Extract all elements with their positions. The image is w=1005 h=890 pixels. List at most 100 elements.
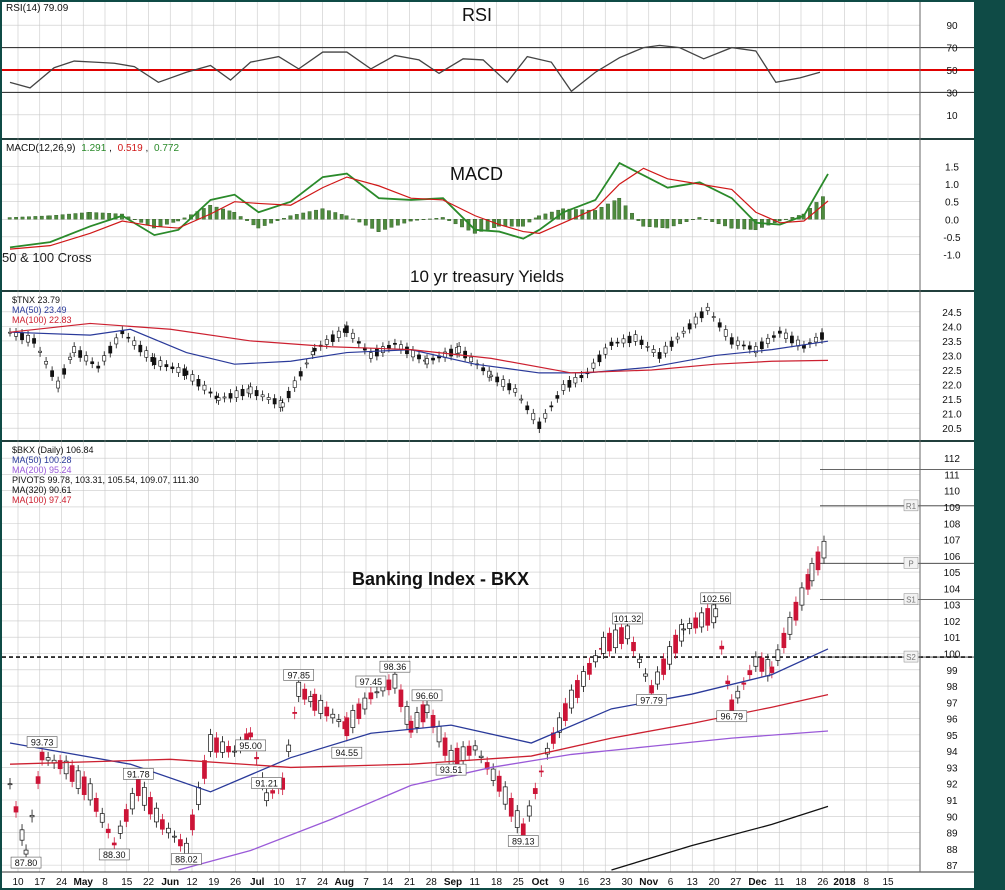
tnx-candle — [501, 379, 506, 387]
tnx-candle — [310, 351, 315, 355]
bkx-candle — [190, 814, 195, 831]
tnx-tick-label: 23.0 — [942, 351, 962, 362]
tnx-candle — [108, 345, 113, 354]
tnx-candle — [96, 365, 101, 369]
macd-histogram-bar — [275, 219, 280, 221]
x-axis-tick-label: 25 — [513, 877, 525, 888]
bkx-annotation-box — [171, 853, 202, 865]
tnx-candle — [561, 384, 566, 391]
x-axis-tick-label: 24 — [317, 877, 329, 888]
bkx-candle — [141, 787, 147, 806]
macd-tick-label: -1.0 — [943, 250, 961, 261]
bkx-candle — [270, 790, 275, 794]
macd-histogram-bar — [132, 219, 137, 220]
bkx-annotation-label: 95.00 — [239, 741, 262, 751]
tnx-candle — [312, 347, 317, 352]
tnx-candle — [759, 341, 764, 350]
bkx-annotation-box — [716, 710, 748, 723]
tnx-candle — [741, 344, 746, 347]
bkx-candle — [368, 692, 374, 700]
bkx-tick-label: 97 — [946, 698, 958, 709]
bkx-annotation-label: 88.30 — [103, 850, 126, 860]
bkx-annotation-label: 94.55 — [336, 748, 359, 758]
tnx-candle — [368, 352, 373, 359]
bkx-tick-label: 111 — [944, 470, 960, 481]
bkx-annotation-box — [331, 746, 363, 759]
tnx-candle — [330, 334, 335, 342]
bkx-candle — [484, 762, 490, 770]
macd-histogram-bar — [606, 203, 610, 220]
bkx-candle — [625, 625, 630, 640]
bkx-candle — [601, 636, 606, 654]
bkx-candle — [324, 706, 330, 717]
tnx-tick-label: 22.0 — [942, 381, 962, 392]
tnx-candle — [350, 332, 355, 339]
macd-histogram-bar — [27, 216, 31, 220]
tnx-tick-label: 24.0 — [942, 322, 962, 333]
x-axis-tick-label: 15 — [121, 877, 133, 888]
macd-histogram-bar — [533, 217, 538, 220]
tnx-candle — [176, 367, 181, 373]
macd-histogram-bar — [485, 219, 490, 230]
macd-histogram-bar — [232, 212, 237, 220]
macd-histogram-bar — [421, 219, 426, 220]
bkx-tick-label: 101 — [944, 633, 961, 644]
bkx-candle — [681, 628, 686, 631]
bkx-annotation-box — [98, 848, 130, 861]
bkx-candle — [93, 798, 99, 812]
macd-histogram-bar — [326, 210, 331, 220]
bkx-candle — [302, 688, 308, 700]
tnx-candle — [184, 370, 189, 376]
macd-histogram-bar — [716, 219, 721, 225]
bkx-tick-label: 106 — [944, 552, 961, 563]
bkx-annotation-box — [411, 689, 443, 702]
bkx-candle — [398, 689, 404, 707]
bkx-candle — [45, 757, 51, 761]
tnx-candle — [387, 344, 391, 349]
bkx-candle — [667, 646, 672, 665]
macd-histogram-bar — [333, 212, 338, 220]
bkx-candle — [478, 755, 484, 758]
bkx-candle — [129, 793, 135, 810]
bkx-candle — [408, 720, 414, 733]
bkx-candle — [336, 719, 342, 722]
macd-histogram-bar — [599, 207, 604, 220]
bkx-candle — [292, 711, 298, 714]
tnx-candle — [693, 316, 698, 325]
macd-histogram-bar — [301, 212, 306, 220]
tnx-candle — [705, 306, 710, 311]
tnx-candle — [286, 390, 291, 399]
bkx-candle — [466, 745, 472, 756]
bkx-candle — [424, 704, 430, 713]
bkx-ma320-line — [611, 805, 829, 871]
macd-histogram-bar — [164, 219, 169, 225]
bkx-candle — [105, 828, 111, 834]
x-axis-tick-label: Oct — [532, 877, 549, 888]
bkx-candle — [799, 587, 805, 606]
bkx-candle — [643, 673, 648, 677]
bkx-candle — [442, 737, 448, 756]
tnx-candle — [481, 367, 486, 372]
bkx-tick-label: 110 — [944, 487, 960, 498]
bkx-tick-label: 104 — [944, 584, 961, 595]
tnx-tick-label: 21.0 — [942, 410, 962, 421]
macd-histogram-bar — [691, 219, 695, 220]
tnx-candle — [152, 357, 157, 366]
macd-header-hist: 0.772 — [154, 143, 179, 154]
bkx-candle — [312, 693, 318, 711]
tnx-candle — [381, 346, 385, 353]
bkx-candle — [563, 703, 568, 721]
bkx-candle — [687, 623, 693, 629]
x-axis-tick-label: 11 — [774, 877, 785, 888]
bkx-annotation-label: 97.85 — [287, 670, 310, 680]
bkx-candle — [747, 670, 753, 676]
tnx-candle — [675, 336, 680, 340]
macd-histogram-bar — [617, 197, 622, 220]
tnx-ma100-line — [9, 322, 829, 374]
bkx-annotation-box — [10, 856, 42, 869]
macd-histogram-bar — [748, 219, 753, 230]
bkx-pivot-label: P — [908, 559, 913, 568]
bkx-legend-entry: $BKX (Daily) 106.84 — [12, 445, 94, 455]
macd-histogram-bar — [208, 205, 213, 220]
macd-histogram-bar — [472, 219, 477, 234]
